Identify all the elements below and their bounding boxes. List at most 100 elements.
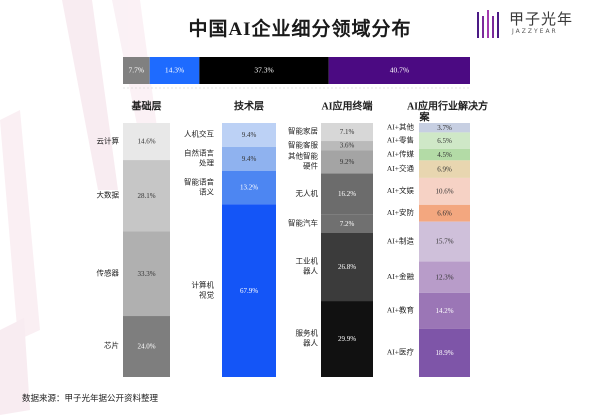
category-label: 无人机 [296,188,319,198]
segment-value-label: 28.1% [137,192,155,200]
segment-value-label: 7.2% [340,220,355,228]
category-label: AI+安防 [387,207,415,217]
column-title: AI应用终端 [321,99,372,112]
column-segment [321,123,373,142]
page-title: 中国AI企业细分领域分布 [188,19,412,40]
category-label: 其他智能 [288,151,318,161]
category-label: AI+其他 [387,121,415,131]
category-label: 硬件 [303,161,318,171]
column-segment [321,150,373,174]
category-label: 视觉 [199,289,214,299]
column-title: AI应用行业解决方 [407,99,488,112]
category-label: 服务机 [296,328,319,338]
segment-value-label: 13.2% [240,184,258,192]
category-label: 器人 [303,267,318,276]
category-label: 器人 [303,339,318,348]
segment-value-label: 6.9% [437,165,452,173]
column-segment [222,146,276,171]
column-segment [419,177,470,205]
column-segment [321,301,373,377]
category-label: AI+传媒 [387,148,415,158]
category-label: 智能家居 [288,126,318,136]
segment-value-label: 67.9% [240,287,258,295]
top-bar-label: 14.3% [165,66,184,75]
segment-value-label: 9.4% [242,155,257,163]
column-segment [321,214,373,233]
segment-value-label: 26.8% [338,263,356,271]
category-label: AI+交通 [387,163,415,173]
brand-logo: 甲子光年 JAZZYEAR [474,6,594,46]
category-label: 处理 [199,158,214,168]
column-segment [419,221,470,262]
category-label: AI+金融 [387,271,415,281]
category-label: AI+教育 [387,305,415,315]
column-segment [419,261,470,293]
category-label: 人机交互 [184,129,214,139]
column-segment [321,173,373,215]
segment-value-label: 6.5% [437,137,452,145]
segment-value-label: 3.6% [340,142,355,150]
segment-value-label: 15.7% [435,238,453,246]
column-segment [123,316,170,377]
top-bar-segment [123,57,150,84]
column-segment [419,132,470,149]
column-segment [222,170,276,205]
category-label: 传感器 [97,267,120,277]
segment-value-label: 7.1% [340,128,355,136]
top-bar-segment [328,57,470,84]
category-label: 智能语音 [184,176,214,186]
category-label: 智能汽车 [288,218,318,228]
brand-mark-icon [477,10,499,38]
segment-value-label: 9.2% [340,158,355,166]
category-label: AI+零售 [387,134,414,144]
top-bar-label: 37.3% [254,66,273,75]
segment-value-label: 6.6% [437,209,452,217]
column-title: 技术层 [234,99,264,112]
brand-name: 甲子光年 [509,12,574,28]
category-label: 芯片 [104,340,119,350]
category-label: 自然语言 [184,148,214,158]
column-segment [123,160,170,232]
column-segment [419,328,470,377]
column-segment [419,160,470,178]
top-bar-label: 7.7% [129,66,145,75]
category-label: 工业机 [296,256,319,266]
segment-value-label: 9.4% [242,131,257,139]
category-label: 计算机 [192,279,215,289]
data-source-note: 数据来源：甲子光年据公开资料整理 [22,393,159,403]
segment-value-label: 24.0% [137,343,155,351]
category-label: AI+制造 [387,235,415,245]
column-segment [321,141,373,151]
column-title: 基础层 [131,99,162,112]
category-label: AI+医疗 [387,347,415,357]
column-title-wrap: 案 [419,110,431,123]
category-label: 智能客服 [288,139,318,149]
column-segment [222,204,276,377]
segment-value-label: 4.5% [437,151,452,159]
top-bar-segment [199,57,329,84]
column-segment [419,292,470,329]
segment-value-label: 33.3% [137,270,155,278]
segment-value-label: 16.2% [338,190,356,198]
segment-value-label: 29.9% [338,335,356,343]
top-bar-segment [149,57,200,84]
category-label: 云计算 [97,135,120,145]
column-segment [222,123,276,147]
column-segment [419,123,470,133]
column-segment [321,232,373,302]
brand-name-en: JAZZYEAR [512,28,558,35]
segment-value-label: 10.6% [435,188,453,196]
category-label: 语义 [199,186,214,196]
segment-value-label: 12.3% [435,273,453,281]
segment-value-label: 3.7% [437,124,452,132]
segment-value-label: 18.9% [435,349,453,357]
category-label: AI+文娱 [387,185,415,195]
column-segment [123,231,170,317]
segment-value-label: 14.2% [435,307,453,315]
column-segment [419,148,470,161]
top-bar-label: 40.7% [390,66,409,75]
column-segment [419,204,470,222]
segment-value-label: 14.6% [137,138,155,146]
column-segment [123,123,170,161]
